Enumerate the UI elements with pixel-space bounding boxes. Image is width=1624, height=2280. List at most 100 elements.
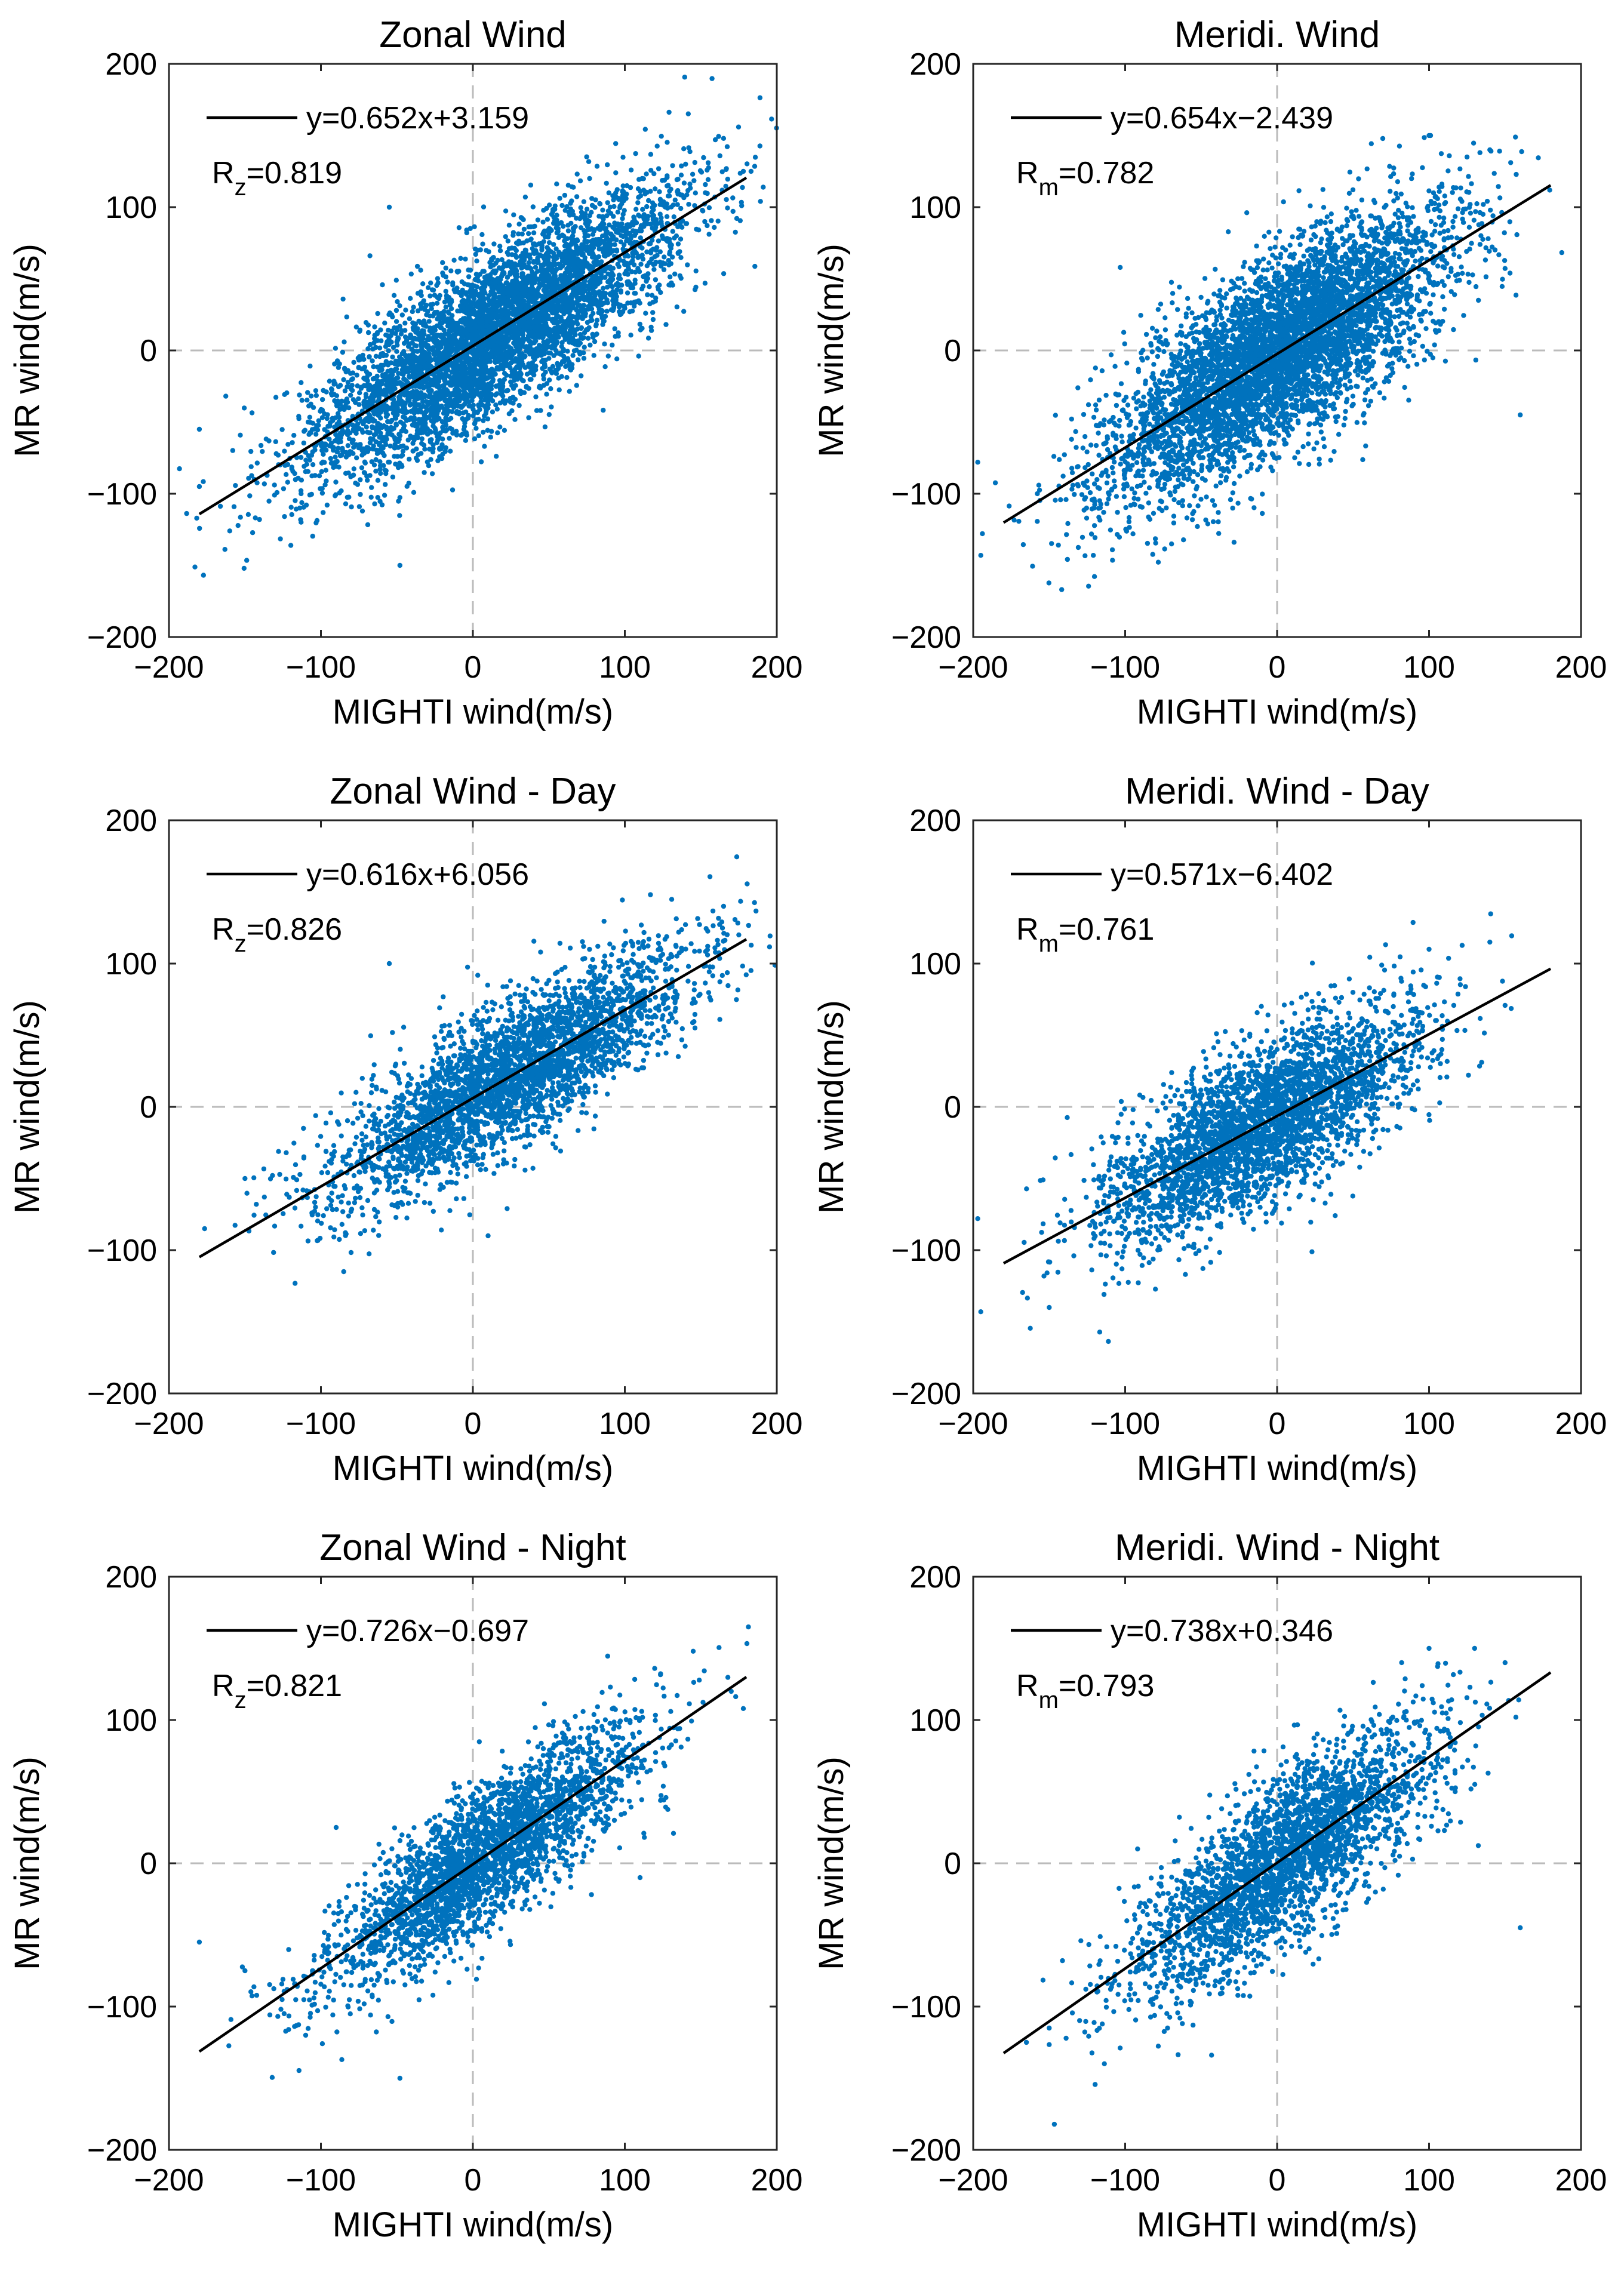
scatter-point — [543, 331, 549, 337]
scatter-point — [628, 184, 633, 190]
scatter-point — [526, 231, 531, 236]
scatter-point — [635, 267, 641, 273]
scatter-point — [353, 324, 359, 330]
scatter-point — [675, 251, 681, 256]
scatter-point — [546, 412, 552, 417]
scatter-point — [470, 407, 476, 412]
scatter-point — [408, 395, 414, 400]
scatter-point — [407, 456, 412, 462]
scatter-point — [622, 242, 627, 248]
scatter-point — [644, 204, 650, 210]
scatter-point — [692, 159, 698, 165]
scatter-point — [508, 396, 514, 401]
scatter-point — [307, 364, 313, 369]
scatter-point — [650, 316, 656, 322]
scatter-point — [534, 408, 540, 413]
scatter-point — [681, 180, 687, 186]
scatter-point — [405, 344, 411, 349]
scatter-point — [559, 299, 565, 304]
scatter-point — [412, 336, 417, 341]
scatter-point — [596, 247, 602, 252]
scatter-point — [520, 250, 525, 256]
scatter-point — [476, 404, 482, 409]
scatter-point — [385, 419, 390, 424]
scatter-point — [340, 296, 346, 302]
scatter-point — [383, 344, 389, 349]
scatter-point — [573, 332, 578, 337]
scatter-point — [378, 327, 383, 333]
scatter-point — [421, 298, 426, 303]
scatter-point — [436, 385, 442, 390]
scatter-point — [313, 388, 319, 393]
scatter-point — [445, 279, 450, 285]
scatter-point — [426, 319, 432, 324]
scatter-point — [590, 286, 595, 291]
scatter-point — [375, 478, 381, 483]
scatter-point — [435, 377, 440, 382]
scatter-point — [628, 167, 634, 173]
scatter-point — [563, 250, 569, 255]
scatter-point — [503, 352, 509, 358]
scatter-point — [423, 399, 429, 404]
scatter-point — [313, 393, 319, 398]
scatter-point — [627, 230, 633, 236]
scatter-point — [413, 330, 419, 335]
scatter-point — [610, 342, 615, 348]
scatter-point — [752, 155, 758, 160]
scatter-point — [241, 565, 247, 571]
scatter-point — [660, 178, 665, 183]
scatter-point — [410, 320, 416, 325]
scatter-point — [619, 227, 625, 233]
scatter-point — [478, 395, 484, 400]
scatter-point — [463, 390, 469, 396]
scatter-point — [612, 242, 617, 247]
scatter-point — [552, 203, 558, 209]
scatter-point — [604, 213, 610, 219]
scatter-point — [628, 236, 633, 241]
scatter-point — [435, 276, 441, 281]
scatter-point — [292, 470, 297, 476]
scatter-point — [565, 267, 571, 273]
scatter-point — [463, 306, 468, 312]
scatter-point — [387, 310, 393, 316]
scatter-point — [585, 336, 591, 341]
scatter-point — [494, 367, 500, 372]
scatter-point — [555, 361, 560, 366]
scatter-point — [556, 365, 561, 371]
scatter-point — [509, 260, 514, 265]
scatter-point — [657, 189, 662, 195]
scatter-point — [506, 223, 512, 228]
scatter-point — [567, 389, 572, 394]
scatter-point — [558, 220, 564, 226]
scatter-point — [342, 339, 347, 344]
scatter-point — [529, 282, 535, 288]
scatter-point — [194, 515, 199, 521]
scatter-point — [585, 222, 590, 227]
scatter-point — [410, 408, 416, 414]
scatter-point — [513, 333, 518, 338]
scatter-point — [459, 405, 464, 410]
scatter-point — [448, 322, 454, 327]
scatter-point — [404, 484, 410, 489]
scatter-point — [495, 257, 500, 263]
scatter-point — [438, 316, 443, 321]
scatter-point — [303, 469, 308, 475]
scatter-point — [499, 391, 504, 397]
scatter-point — [580, 336, 585, 341]
scatter-point — [358, 442, 363, 447]
scatter-point — [541, 239, 546, 244]
scatter-point — [400, 448, 406, 454]
scatter-point — [672, 271, 678, 277]
scatter-point — [546, 316, 552, 322]
scatter-point — [542, 424, 548, 430]
scatter-point — [553, 347, 559, 353]
scatter-point — [387, 444, 393, 449]
scatter-point — [675, 202, 680, 207]
scatter-point — [650, 247, 656, 252]
scatter-point — [585, 239, 590, 244]
scatter-point — [285, 479, 290, 485]
scatter-point — [513, 240, 519, 246]
scatter-point — [463, 438, 469, 443]
scatter-point — [488, 354, 494, 360]
